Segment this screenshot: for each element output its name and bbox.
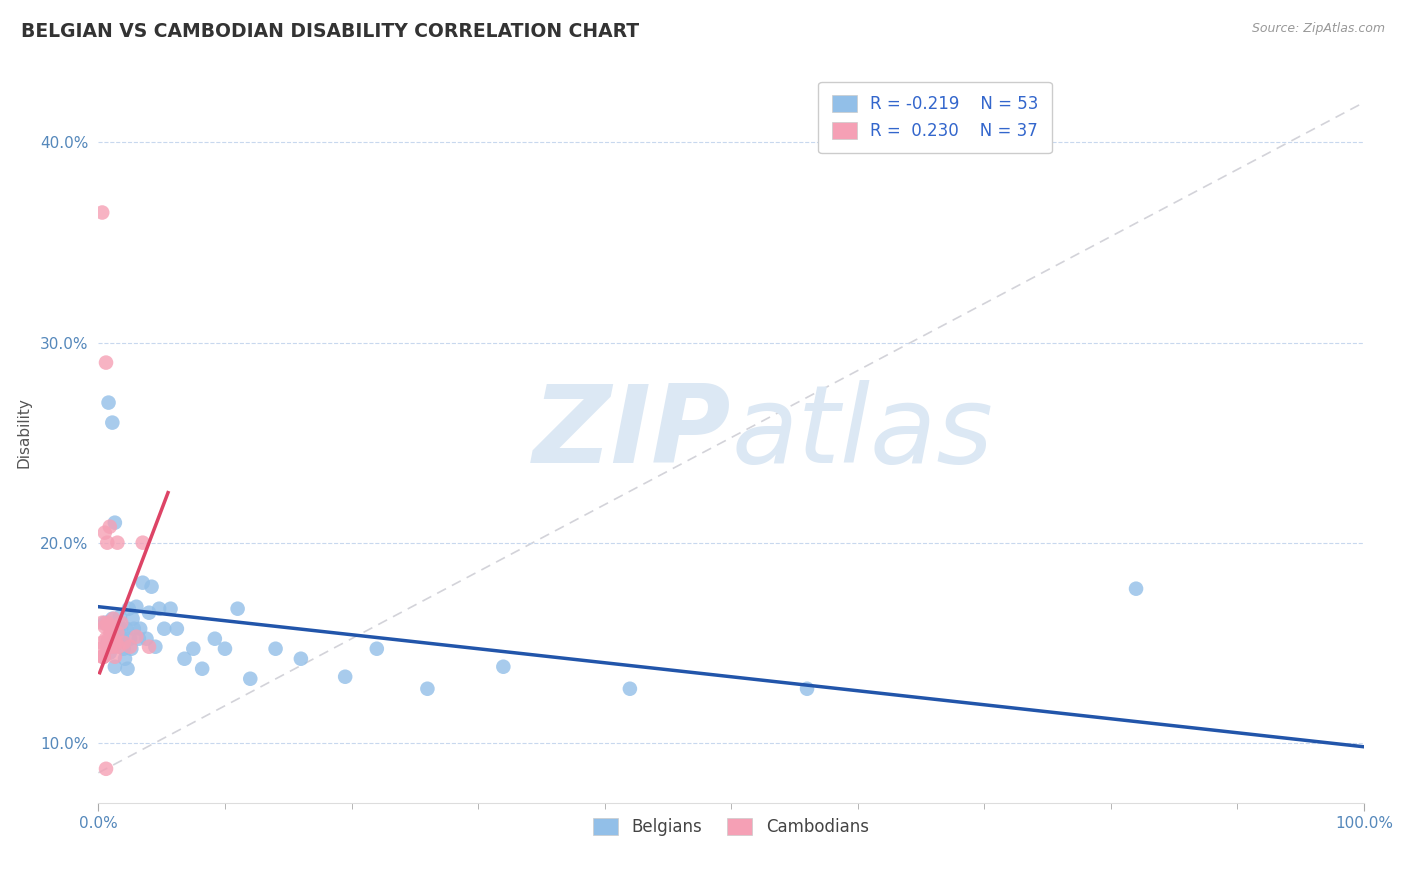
Point xyxy=(93,649,115,664)
Point xyxy=(94,632,117,646)
Point xyxy=(107,622,129,636)
Point xyxy=(112,641,135,656)
Point xyxy=(159,601,181,615)
Point xyxy=(94,762,117,776)
Point xyxy=(366,641,388,656)
Point xyxy=(173,651,195,665)
Point xyxy=(111,632,134,646)
Point xyxy=(1125,582,1147,596)
Point xyxy=(125,630,148,644)
Point xyxy=(104,649,127,664)
Point xyxy=(97,632,120,646)
Point xyxy=(107,535,129,549)
Point xyxy=(619,681,641,696)
Point xyxy=(100,625,122,640)
Point xyxy=(107,636,129,650)
Point xyxy=(129,622,152,636)
Text: BELGIAN VS CAMBODIAN DISABILITY CORRELATION CHART: BELGIAN VS CAMBODIAN DISABILITY CORRELAT… xyxy=(21,22,640,41)
Point xyxy=(118,601,141,615)
Point xyxy=(110,622,132,636)
Point xyxy=(335,670,357,684)
Point xyxy=(108,609,131,624)
Point xyxy=(138,640,160,654)
Point xyxy=(416,681,439,696)
Point xyxy=(103,612,125,626)
Point xyxy=(115,622,138,636)
Point xyxy=(120,641,142,656)
Point xyxy=(103,632,125,646)
Text: atlas: atlas xyxy=(731,380,993,485)
Point xyxy=(107,625,129,640)
Point xyxy=(122,622,145,636)
Point xyxy=(93,615,117,630)
Point xyxy=(138,606,160,620)
Text: ZIP: ZIP xyxy=(533,380,731,485)
Point xyxy=(128,632,150,646)
Point xyxy=(94,355,117,369)
Point xyxy=(96,615,118,630)
Point xyxy=(117,662,139,676)
Point xyxy=(98,519,121,533)
Point xyxy=(104,516,127,530)
Point xyxy=(93,649,115,664)
Point xyxy=(148,601,170,615)
Point xyxy=(91,649,114,664)
Point xyxy=(204,632,226,646)
Point xyxy=(96,636,118,650)
Point xyxy=(145,640,166,654)
Point xyxy=(183,641,205,656)
Point xyxy=(93,620,117,634)
Point xyxy=(110,615,132,630)
Point xyxy=(112,636,135,650)
Point xyxy=(166,622,188,636)
Legend: Belgians, Cambodians: Belgians, Cambodians xyxy=(586,811,876,843)
Point xyxy=(132,575,155,590)
Point xyxy=(120,640,141,654)
Point xyxy=(239,672,262,686)
Point xyxy=(103,640,125,654)
Point xyxy=(125,599,148,614)
Point xyxy=(97,620,120,634)
Point xyxy=(93,525,117,540)
Point xyxy=(153,622,176,636)
Point xyxy=(101,612,124,626)
Point xyxy=(191,662,214,676)
Point xyxy=(97,395,120,409)
Point xyxy=(290,651,312,665)
Point xyxy=(141,580,163,594)
Point xyxy=(103,640,125,654)
Text: Source: ZipAtlas.com: Source: ZipAtlas.com xyxy=(1251,22,1385,36)
Point xyxy=(796,681,818,696)
Point xyxy=(91,615,114,630)
Point xyxy=(114,651,136,665)
Y-axis label: Disability: Disability xyxy=(17,397,32,468)
Point xyxy=(105,636,128,650)
Point xyxy=(100,625,122,640)
Point xyxy=(101,620,124,634)
Point xyxy=(214,641,236,656)
Point xyxy=(132,535,155,549)
Point xyxy=(104,659,127,673)
Point xyxy=(226,601,249,615)
Point xyxy=(105,622,128,636)
Point xyxy=(91,636,114,650)
Point xyxy=(93,649,115,664)
Point xyxy=(96,535,118,549)
Point xyxy=(492,659,515,673)
Point xyxy=(98,646,121,660)
Point xyxy=(98,640,121,654)
Point xyxy=(90,641,112,656)
Point xyxy=(100,636,122,650)
Point xyxy=(121,612,143,626)
Point xyxy=(135,632,157,646)
Point xyxy=(107,640,129,654)
Point xyxy=(101,416,124,430)
Point xyxy=(91,205,114,219)
Point xyxy=(120,632,141,646)
Point xyxy=(264,641,287,656)
Point xyxy=(96,640,118,654)
